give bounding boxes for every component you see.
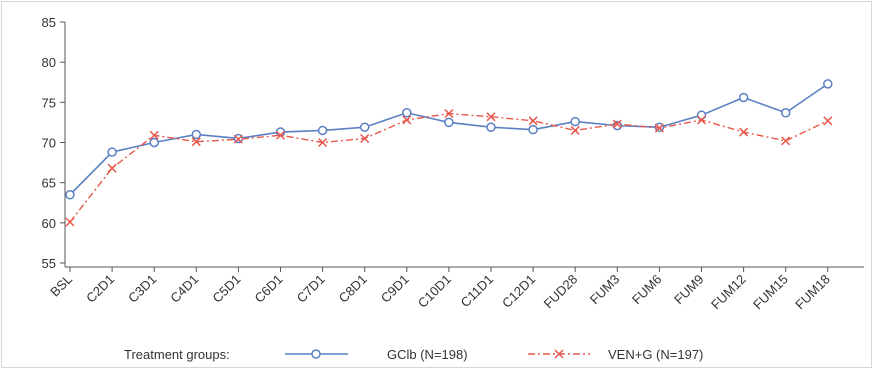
- x-tick-label: FUM12: [708, 272, 749, 313]
- x-tick-label: C12D1: [499, 272, 538, 311]
- series-0-point: [486, 122, 496, 132]
- y-tick-label: 60: [42, 216, 56, 231]
- series-0-point: [402, 108, 412, 118]
- x-tick-label: C11D1: [458, 272, 497, 311]
- y-tick-label: 75: [42, 95, 56, 110]
- series-1-point: [149, 130, 159, 140]
- series-0-point: [317, 125, 328, 136]
- x-tick-label: C2D1: [83, 272, 117, 306]
- series-layer: [65, 79, 833, 227]
- x-tick-label: C8D1: [336, 272, 370, 306]
- series-1-point: [612, 119, 622, 129]
- series-1-point: [739, 127, 749, 137]
- series-1-point: [65, 217, 75, 227]
- series-0-point: [570, 116, 580, 127]
- x-tick-label: C6D1: [252, 272, 286, 306]
- y-tick-label: 85: [42, 15, 56, 30]
- legend: Treatment groups: GClb (N=198) VEN+G (N=…: [124, 347, 703, 362]
- y-tick-label: 65: [42, 176, 56, 191]
- legend-title: Treatment groups:: [124, 347, 230, 362]
- x-tick-label: FUM15: [750, 272, 791, 313]
- series-0-point: [823, 79, 833, 89]
- series-0-point: [359, 122, 370, 132]
- series-1-point: [696, 115, 707, 125]
- series-0-point: [780, 108, 791, 118]
- legend-marker-ven: [554, 349, 564, 359]
- series-1-point: [654, 123, 664, 133]
- x-tick-label: BSL: [47, 272, 75, 300]
- y-tick-label: 70: [42, 135, 56, 150]
- series-0-point: [149, 137, 159, 148]
- legend-label-ven: VEN+G (N=197): [608, 347, 703, 362]
- legend-label-gclb: GClb (N=198): [387, 347, 468, 362]
- y-tick-label: 80: [42, 55, 56, 70]
- x-tick-label: FUM9: [671, 272, 707, 308]
- series-0-point: [107, 147, 117, 157]
- series-0-point: [612, 120, 623, 131]
- series-1-point: [402, 115, 412, 125]
- x-axis-ticks: BSL C2D1 C3D1 C4D1 C5D1 C6D1 C7D1 C8D1 C9D1 C10D1…: [47, 267, 833, 312]
- series-line-1: [69, 112, 829, 223]
- series-0-point: [444, 117, 454, 128]
- series-1-point: [444, 109, 454, 119]
- x-tick-label: C3D1: [125, 272, 159, 306]
- x-tick-label: C7D1: [294, 272, 328, 306]
- series-1-point: [107, 163, 117, 173]
- series-1-point: [781, 136, 791, 146]
- series-1-point: [823, 116, 833, 126]
- x-tick-label: C9D1: [378, 272, 412, 306]
- series-1-point: [233, 134, 243, 144]
- x-tick-label: FUM3: [587, 272, 623, 308]
- series-0-point: [65, 189, 75, 200]
- series-1-point: [570, 125, 580, 135]
- x-tick-label: C5D1: [209, 272, 243, 306]
- series-1-point: [318, 137, 328, 148]
- series-0-point: [738, 92, 749, 103]
- x-tick-label: C4D1: [167, 272, 201, 306]
- series-1-point: [275, 130, 286, 140]
- series-0-point: [528, 124, 538, 135]
- y-tick-label: 55: [42, 256, 56, 271]
- x-tick-label: C10D1: [415, 272, 454, 311]
- x-tick-label: FUM18: [792, 272, 833, 313]
- series-1-point: [360, 133, 370, 144]
- series-1-point: [191, 137, 201, 147]
- series-0-point: [191, 129, 202, 140]
- series-1-point: [528, 116, 538, 126]
- legend-marker-gclb: [311, 349, 321, 359]
- x-tick-label: FUM6: [629, 272, 665, 308]
- y-axis-ticks: 55 60 65 70 75 80 85: [42, 15, 65, 271]
- series-1-point: [486, 112, 496, 122]
- x-tick-label: FUD28: [541, 272, 581, 312]
